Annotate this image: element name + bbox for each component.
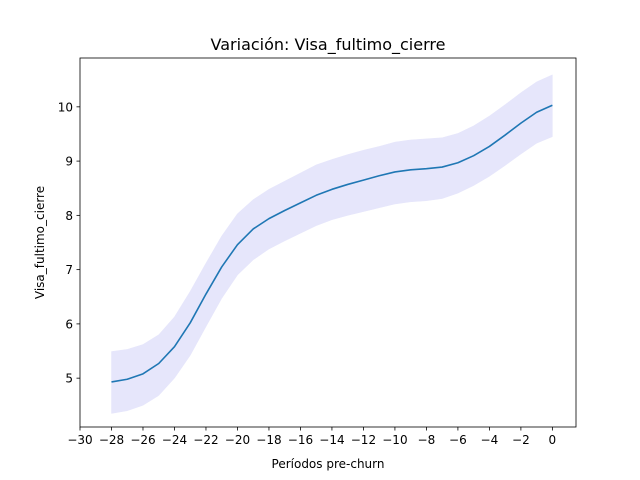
x-tick-label: −22 bbox=[193, 433, 218, 447]
y-tick-label: 7 bbox=[65, 263, 73, 277]
x-tick-label: −30 bbox=[67, 433, 92, 447]
x-tick-label: −16 bbox=[288, 433, 313, 447]
x-tick-label: −12 bbox=[351, 433, 376, 447]
x-tick-label: −8 bbox=[418, 433, 436, 447]
x-tick-label: −18 bbox=[256, 433, 281, 447]
x-tick-label: −26 bbox=[130, 433, 155, 447]
x-tick-label: −2 bbox=[512, 433, 530, 447]
x-axis-label: Períodos pre-churn bbox=[272, 457, 385, 471]
y-tick-label: 9 bbox=[65, 155, 73, 169]
x-tick-label: −4 bbox=[481, 433, 499, 447]
confidence-band bbox=[111, 74, 553, 414]
axis-ticks: −30 −28 −26 −24 −22 −20 −18 −16 −14 −12 −10 −8 −6 −4−… bbox=[58, 100, 556, 447]
x-tick-label: −24 bbox=[162, 433, 187, 447]
y-tick-label: 6 bbox=[65, 317, 73, 331]
y-tick-label: 10 bbox=[58, 100, 73, 114]
axes-frame bbox=[79, 57, 577, 428]
x-tick-label: −14 bbox=[319, 433, 344, 447]
x-tick-label: 0 bbox=[549, 433, 557, 447]
x-tick-label: −10 bbox=[382, 433, 407, 447]
chart-title: Variación: Visa_fultimo_cierre bbox=[211, 35, 446, 55]
y-tick-label: 8 bbox=[65, 209, 73, 223]
x-tick-label: −6 bbox=[449, 433, 467, 447]
x-tick-label: −20 bbox=[225, 433, 250, 447]
x-tick-label: −28 bbox=[99, 433, 124, 447]
plot-area bbox=[111, 74, 553, 414]
y-axis-label: Visa_fultimo_cierre bbox=[33, 186, 47, 299]
y-tick-label: 5 bbox=[65, 372, 73, 386]
